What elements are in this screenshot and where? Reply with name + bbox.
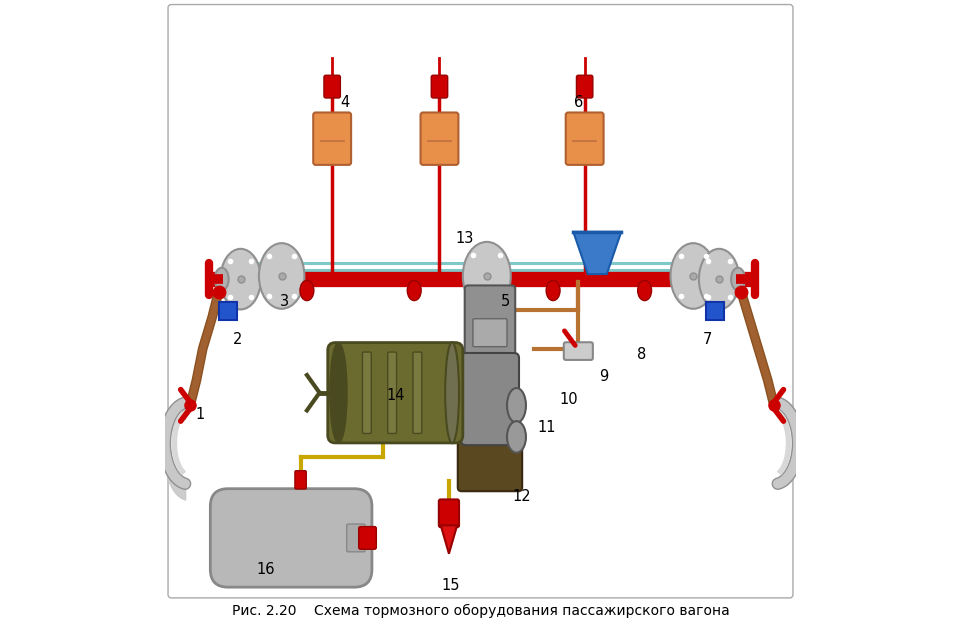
FancyBboxPatch shape xyxy=(210,489,372,587)
Ellipse shape xyxy=(731,268,745,290)
Ellipse shape xyxy=(507,421,526,453)
Ellipse shape xyxy=(671,243,716,309)
FancyBboxPatch shape xyxy=(564,342,593,360)
Ellipse shape xyxy=(699,249,739,309)
FancyBboxPatch shape xyxy=(362,352,371,434)
FancyBboxPatch shape xyxy=(295,470,307,489)
Text: Рис. 2.20    Схема тормозного оборудования пассажирского вагона: Рис. 2.20 Схема тормозного оборудования … xyxy=(232,604,729,618)
Text: 1: 1 xyxy=(195,407,205,422)
Text: 2: 2 xyxy=(233,332,242,347)
Polygon shape xyxy=(574,232,621,274)
Ellipse shape xyxy=(407,280,421,301)
FancyBboxPatch shape xyxy=(566,112,604,165)
Text: 10: 10 xyxy=(559,392,579,406)
FancyBboxPatch shape xyxy=(461,353,519,445)
Text: 16: 16 xyxy=(257,562,275,577)
FancyBboxPatch shape xyxy=(431,75,448,98)
FancyBboxPatch shape xyxy=(473,319,507,347)
Ellipse shape xyxy=(259,243,305,309)
Text: 13: 13 xyxy=(456,231,474,245)
Text: 14: 14 xyxy=(386,389,405,403)
FancyBboxPatch shape xyxy=(413,352,422,434)
Text: 3: 3 xyxy=(281,294,289,309)
Ellipse shape xyxy=(220,249,260,309)
FancyBboxPatch shape xyxy=(328,342,463,443)
Text: 7: 7 xyxy=(703,332,712,347)
FancyBboxPatch shape xyxy=(324,75,340,98)
Text: 5: 5 xyxy=(501,294,510,309)
FancyBboxPatch shape xyxy=(219,302,236,320)
FancyBboxPatch shape xyxy=(347,524,365,552)
Text: 8: 8 xyxy=(637,347,646,363)
FancyBboxPatch shape xyxy=(706,302,725,320)
FancyBboxPatch shape xyxy=(577,75,593,98)
FancyBboxPatch shape xyxy=(358,527,377,549)
Text: 11: 11 xyxy=(537,420,556,435)
FancyBboxPatch shape xyxy=(421,112,458,165)
Ellipse shape xyxy=(507,388,526,423)
Ellipse shape xyxy=(638,280,652,301)
FancyBboxPatch shape xyxy=(387,352,397,434)
FancyBboxPatch shape xyxy=(168,4,793,598)
FancyBboxPatch shape xyxy=(439,500,459,527)
Ellipse shape xyxy=(463,242,511,310)
Text: 4: 4 xyxy=(340,95,350,110)
Ellipse shape xyxy=(214,268,229,290)
Text: 6: 6 xyxy=(574,95,583,110)
Ellipse shape xyxy=(331,344,346,442)
FancyBboxPatch shape xyxy=(465,285,515,365)
FancyBboxPatch shape xyxy=(457,436,522,491)
Ellipse shape xyxy=(445,342,459,443)
FancyBboxPatch shape xyxy=(313,112,351,165)
Text: 15: 15 xyxy=(442,578,460,593)
Polygon shape xyxy=(441,526,457,553)
Ellipse shape xyxy=(546,280,560,301)
Ellipse shape xyxy=(300,280,314,301)
Text: 12: 12 xyxy=(512,489,530,505)
Text: 9: 9 xyxy=(599,370,608,384)
